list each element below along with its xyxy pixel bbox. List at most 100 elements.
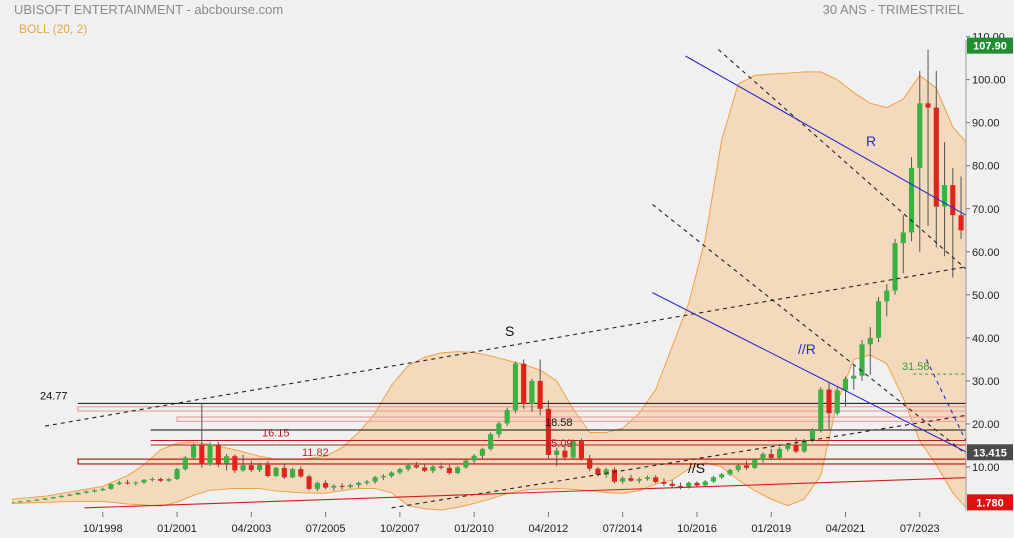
candle-body bbox=[620, 478, 626, 482]
candle-body bbox=[17, 501, 23, 503]
candle-body bbox=[413, 465, 419, 468]
candle bbox=[892, 238, 898, 295]
candle-body bbox=[644, 477, 651, 480]
candle-body bbox=[446, 467, 452, 473]
x-tick-label: 07/2014 bbox=[603, 523, 643, 535]
candle bbox=[273, 466, 279, 477]
candle-body bbox=[1008, 164, 1013, 177]
candle-body bbox=[801, 440, 807, 452]
candle-body bbox=[405, 465, 411, 470]
candle bbox=[314, 481, 320, 492]
candle-body bbox=[25, 500, 32, 502]
candle-body bbox=[240, 465, 246, 471]
trendline bbox=[652, 204, 966, 455]
candle bbox=[323, 480, 329, 490]
candle-body bbox=[603, 469, 609, 475]
candle bbox=[587, 454, 593, 472]
candle-body bbox=[273, 467, 279, 477]
plot-area bbox=[12, 49, 1013, 511]
candle-body bbox=[372, 477, 378, 482]
candle bbox=[83, 490, 89, 494]
candle-body bbox=[34, 499, 40, 501]
candle bbox=[182, 456, 188, 471]
candle-body bbox=[570, 441, 576, 458]
candle bbox=[190, 443, 197, 460]
candle-body bbox=[834, 390, 840, 414]
candle-body bbox=[248, 465, 254, 470]
candle-body bbox=[182, 457, 188, 470]
candle bbox=[17, 500, 23, 503]
candle-body bbox=[702, 481, 708, 486]
candle bbox=[611, 467, 617, 484]
x-tick-label: 01/2019 bbox=[751, 523, 791, 535]
candle bbox=[149, 477, 155, 482]
candle-body bbox=[992, 172, 997, 183]
candle-body bbox=[1000, 164, 1005, 173]
candle bbox=[298, 466, 304, 478]
candle bbox=[851, 365, 857, 390]
candle-body bbox=[743, 465, 750, 468]
candle bbox=[347, 483, 353, 489]
trendline bbox=[84, 477, 966, 509]
candle-body bbox=[471, 455, 477, 461]
candle-body bbox=[190, 445, 197, 458]
price-tag-label: 107.90 bbox=[973, 41, 1007, 53]
candle-body bbox=[554, 450, 560, 455]
candle bbox=[372, 476, 378, 484]
candle bbox=[397, 467, 403, 475]
candle-body bbox=[257, 464, 263, 470]
y-tick-label: 80.00 bbox=[972, 161, 1000, 173]
trendline bbox=[44, 266, 966, 427]
candle-body bbox=[314, 482, 320, 489]
candle bbox=[537, 359, 543, 416]
trendline bbox=[391, 414, 966, 509]
y-tick-label: 60.00 bbox=[972, 247, 1000, 259]
candle-body bbox=[347, 485, 353, 487]
candle-body bbox=[884, 290, 890, 302]
candle bbox=[504, 407, 510, 427]
candle-body bbox=[331, 485, 337, 488]
candle-body bbox=[521, 363, 527, 405]
candle bbox=[100, 487, 106, 492]
candle bbox=[174, 467, 180, 480]
candle bbox=[950, 167, 956, 278]
level-label: 15.09 bbox=[545, 438, 573, 450]
candle bbox=[108, 483, 114, 490]
candle-body bbox=[215, 444, 221, 464]
candle-body bbox=[785, 444, 791, 449]
candle-body bbox=[290, 469, 296, 478]
price-tag-box bbox=[967, 494, 1013, 511]
candle-body bbox=[75, 492, 81, 495]
level-band bbox=[176, 416, 966, 422]
candle-body bbox=[133, 482, 139, 484]
candle-body bbox=[842, 378, 849, 391]
price-tag-box bbox=[967, 444, 1013, 461]
candle bbox=[240, 454, 246, 472]
trendline-label: R bbox=[866, 133, 876, 149]
candle bbox=[91, 489, 98, 493]
candle bbox=[842, 376, 849, 407]
candle bbox=[900, 215, 906, 274]
candle-body bbox=[463, 460, 469, 468]
candle-body bbox=[933, 107, 939, 207]
chart-title: UBISOFT ENTERTAINMENT - abcbourse.com bbox=[14, 2, 284, 17]
candle-body bbox=[430, 466, 436, 471]
candle bbox=[389, 471, 395, 478]
candle-body bbox=[917, 103, 923, 168]
candle-body bbox=[669, 483, 675, 486]
candle-body bbox=[141, 479, 147, 483]
candle-body bbox=[925, 103, 931, 108]
y-tick-label: 20.00 bbox=[972, 419, 1000, 431]
candle bbox=[232, 454, 238, 473]
candle-body bbox=[628, 478, 634, 481]
candle bbox=[941, 142, 948, 257]
candle bbox=[496, 421, 502, 438]
candle-body bbox=[438, 466, 444, 468]
level-band bbox=[77, 458, 966, 465]
candle-body bbox=[562, 450, 568, 458]
candle-body bbox=[224, 456, 230, 464]
candle bbox=[578, 438, 584, 461]
candle bbox=[818, 387, 824, 433]
candle bbox=[356, 481, 362, 488]
candle-body bbox=[595, 468, 601, 475]
